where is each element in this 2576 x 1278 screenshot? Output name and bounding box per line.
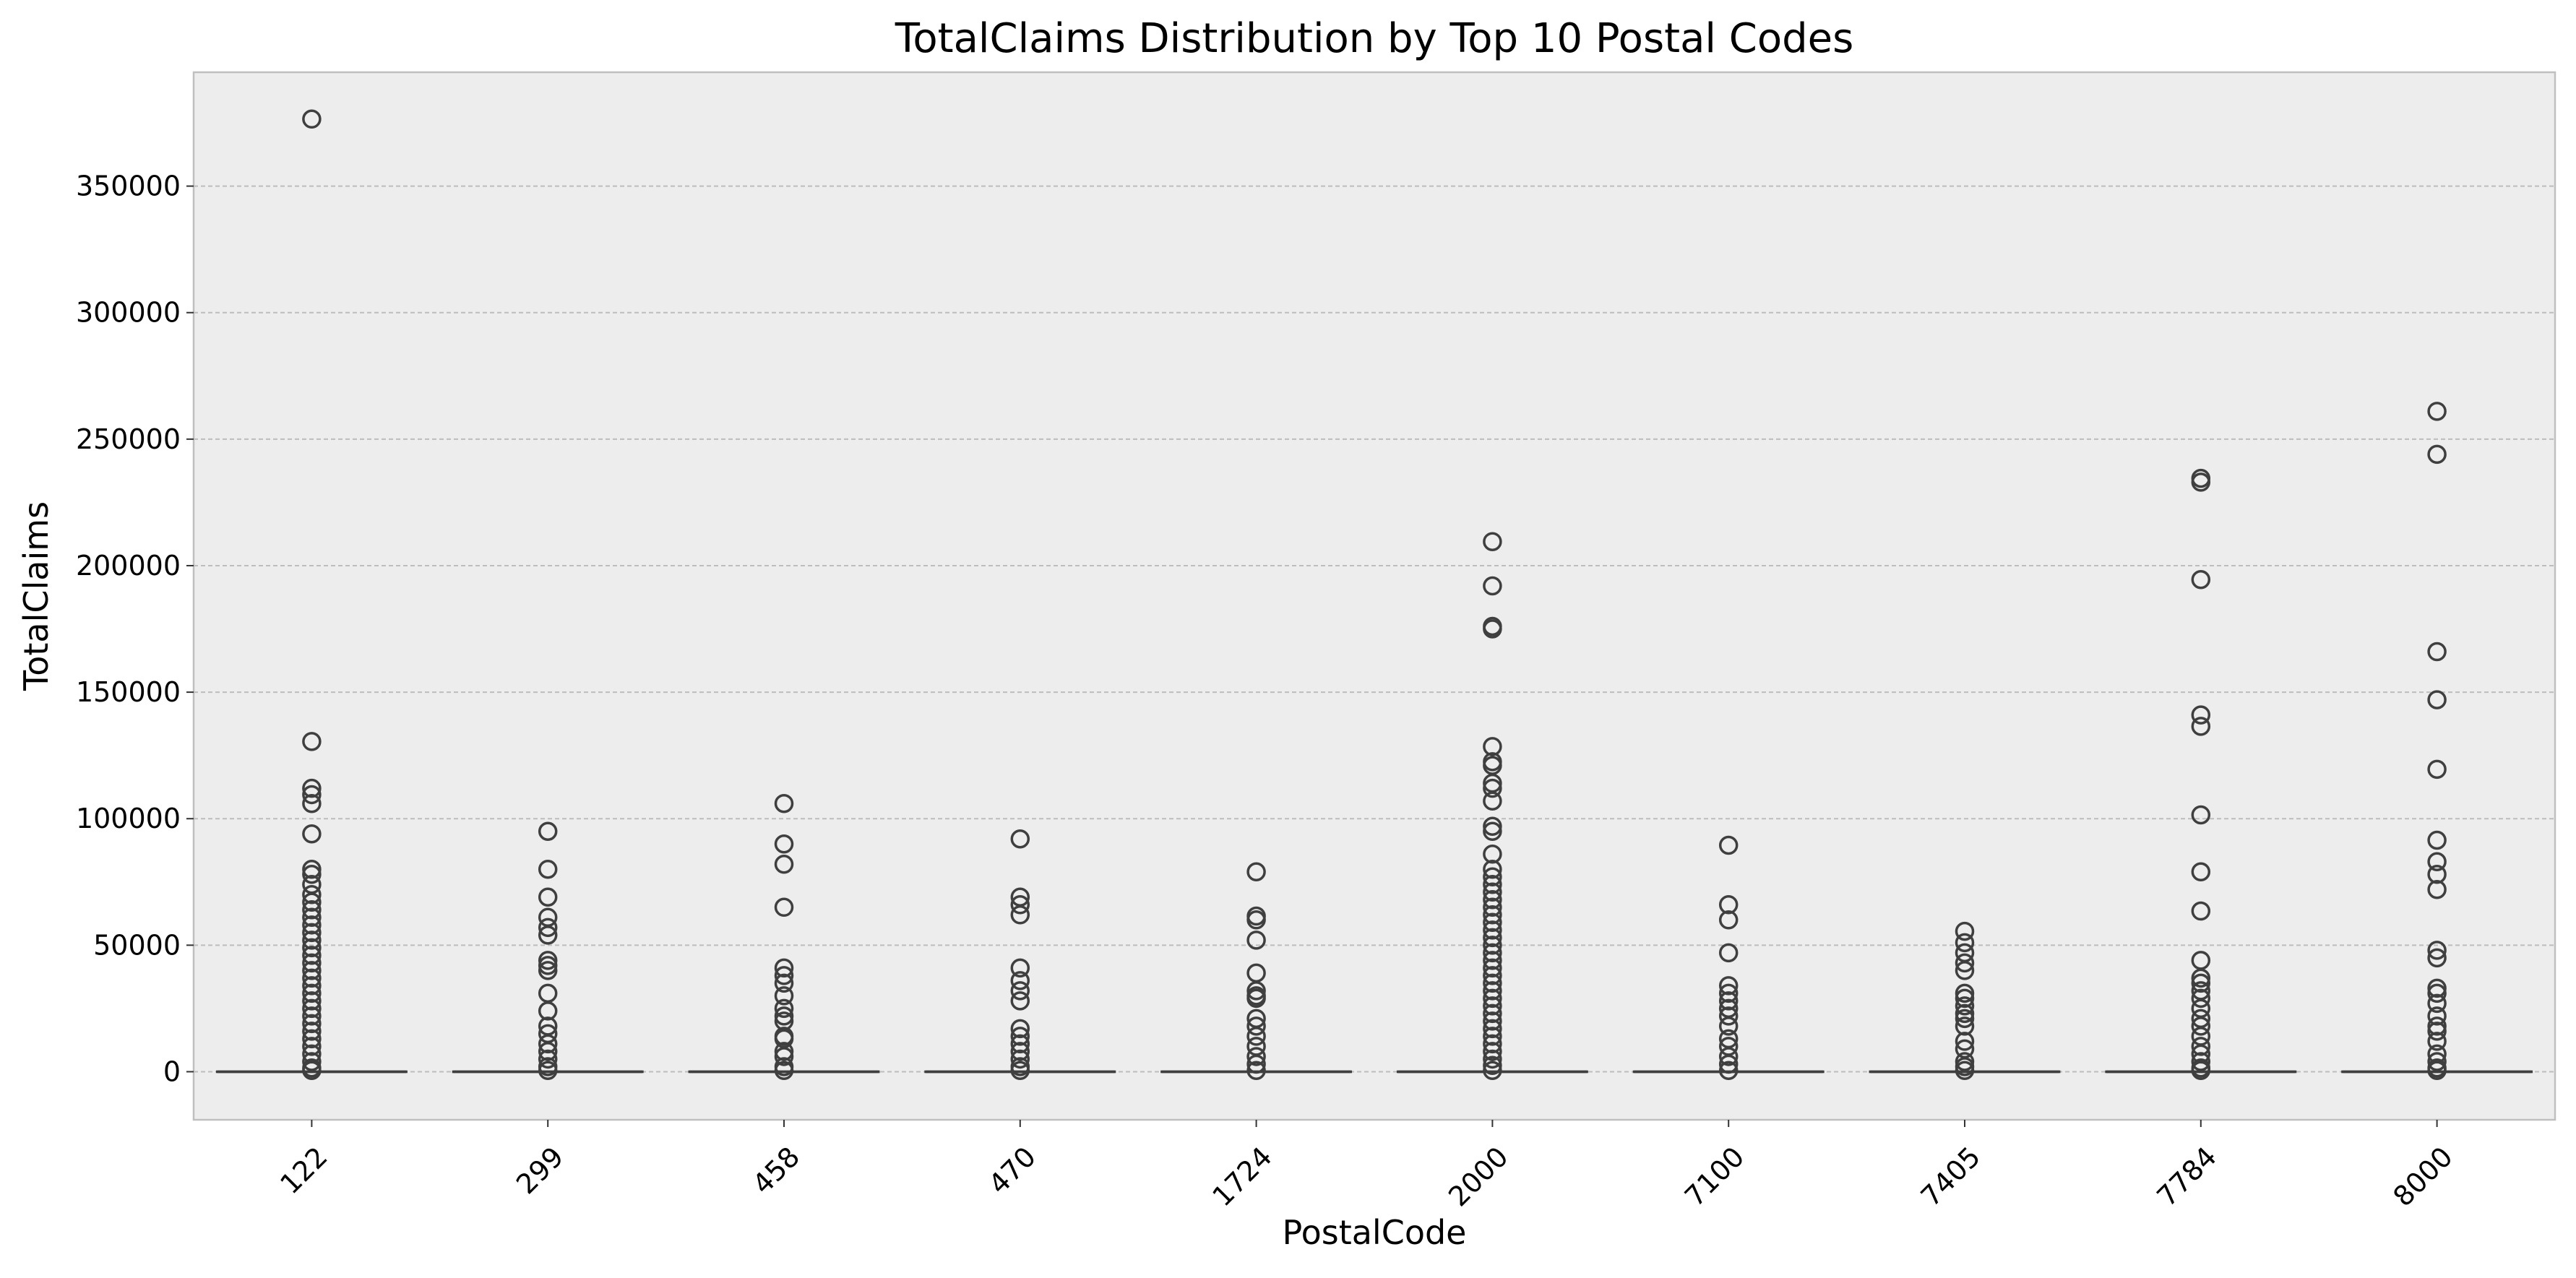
- x-tick-label: 7784: [2151, 1141, 2223, 1213]
- x-axis: 122 299 458 470 1724 2000 7100 7405 7784 8000: [274, 1120, 2459, 1212]
- x-tick-label: 458: [746, 1141, 806, 1200]
- x-tick-label: 122: [274, 1141, 333, 1200]
- y-tick-label: 250000: [76, 423, 181, 455]
- y-axis: 0 50000 100000 150000 200000 250000 300000 3500…: [76, 170, 194, 1088]
- x-tick-label: 8000: [2387, 1141, 2459, 1213]
- y-tick-label: 150000: [76, 676, 181, 708]
- y-axis-title: TotalClaims: [17, 501, 56, 691]
- y-tick-label: 100000: [76, 803, 181, 834]
- chart-title: TotalClaims Distribution by Top 10 Posta…: [895, 15, 1854, 62]
- x-tick-label: 7100: [1679, 1141, 1751, 1213]
- x-tick-label: 7405: [1915, 1141, 1987, 1213]
- y-tick-label: 300000: [76, 297, 181, 329]
- y-tick-label: 0: [163, 1055, 181, 1087]
- y-tick-label: 350000: [76, 170, 181, 202]
- x-tick-label: 2000: [1442, 1141, 1515, 1213]
- y-tick-label: 200000: [76, 550, 181, 582]
- x-axis-title: PostalCode: [1283, 1213, 1467, 1252]
- y-tick-label: 50000: [93, 929, 181, 961]
- x-tick-label: 299: [510, 1141, 569, 1200]
- x-tick-label: 470: [983, 1141, 1042, 1200]
- x-tick-label: 1724: [1206, 1141, 1278, 1213]
